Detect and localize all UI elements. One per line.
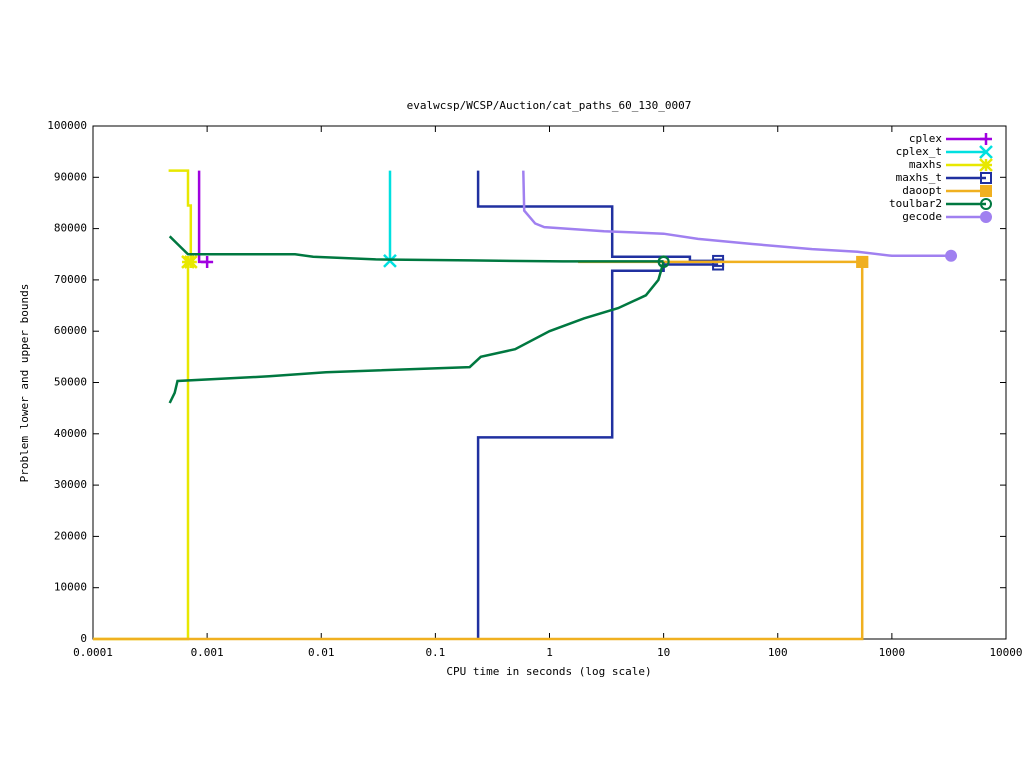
legend-label: gecode [902, 210, 942, 223]
legend-label: daoopt [902, 184, 942, 197]
y-tick-label: 20000 [54, 529, 87, 542]
data-point [181, 255, 195, 269]
x-axis-label: CPU time in seconds (log scale) [446, 665, 651, 678]
y-axis-label: Problem lower and upper bounds [18, 284, 31, 483]
x-tick-label: 0.001 [191, 646, 224, 659]
legend-label: maxhs_t [896, 171, 942, 184]
y-tick-label: 50000 [54, 376, 87, 389]
legend-label: cplex [909, 132, 942, 145]
legend-marker [980, 198, 992, 210]
legend-marker [980, 133, 992, 145]
legend-marker [980, 211, 992, 223]
legend-marker [979, 158, 993, 172]
y-tick-label: 0 [80, 632, 87, 645]
y-tick-label: 80000 [54, 222, 87, 235]
data-point [657, 255, 670, 268]
legend-marker [980, 172, 992, 184]
y-tick-label: 40000 [54, 427, 87, 440]
data-point [856, 255, 869, 268]
x-tick-label: 0.0001 [73, 646, 113, 659]
y-tick-label: 100000 [47, 119, 87, 132]
y-tick-label: 10000 [54, 581, 87, 594]
x-tick-label: 10000 [989, 646, 1022, 659]
chart-title: evalwcsp/WCSP/Auction/cat_paths_60_130_0… [407, 99, 692, 112]
y-tick-label: 70000 [54, 273, 87, 286]
data-point [712, 258, 725, 271]
y-tick-label: 30000 [54, 478, 87, 491]
y-tick-label: 90000 [54, 170, 87, 183]
legend-label: maxhs [909, 158, 942, 171]
data-point [945, 249, 958, 262]
data-point [201, 255, 214, 268]
x-tick-label: 0.1 [425, 646, 445, 659]
legend-label: cplex_t [896, 145, 942, 158]
x-tick-label: 100 [768, 646, 788, 659]
legend-marker [979, 145, 993, 159]
x-tick-label: 10 [657, 646, 670, 659]
x-tick-label: 1000 [879, 646, 906, 659]
y-tick-label: 60000 [54, 324, 87, 337]
legend-label: toulbar2 [889, 197, 942, 210]
legend-marker [980, 185, 992, 197]
x-tick-label: 0.01 [308, 646, 335, 659]
x-tick-label: 1 [546, 646, 553, 659]
data-point [383, 254, 397, 268]
series-line [522, 170, 952, 258]
series-line [168, 235, 665, 404]
